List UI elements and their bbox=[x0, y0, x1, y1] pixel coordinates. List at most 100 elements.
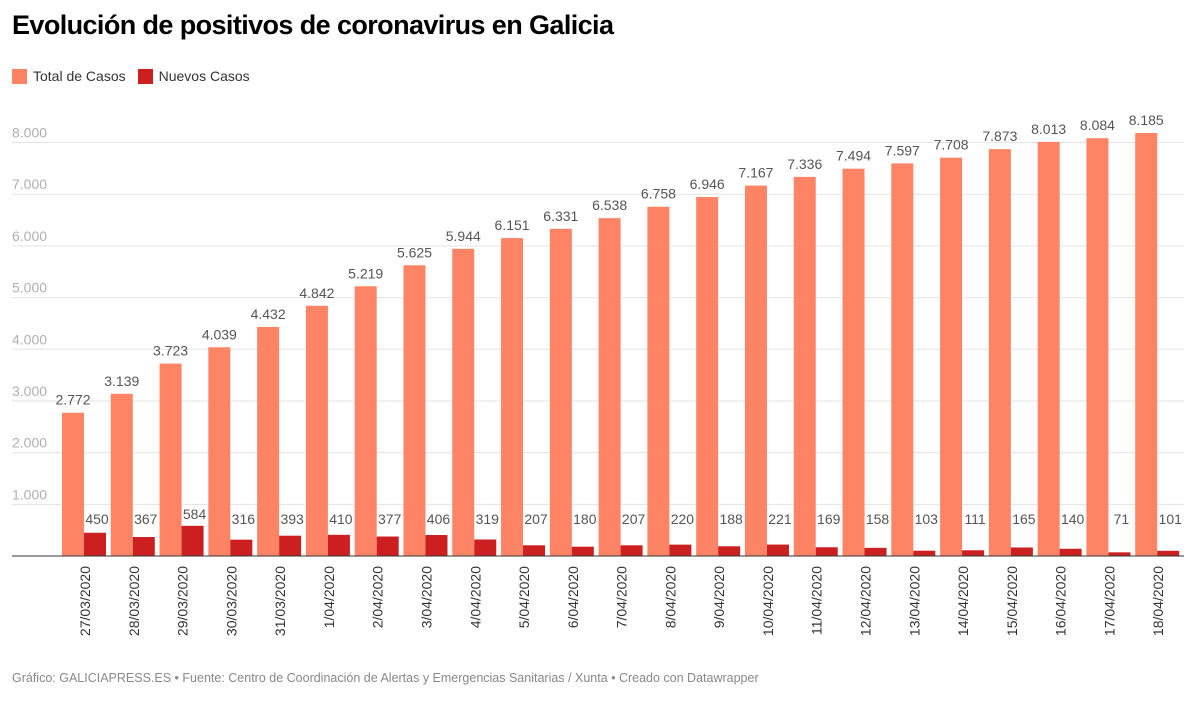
x-tick-label: 14/04/2020 bbox=[955, 566, 971, 636]
bar-total bbox=[62, 412, 84, 556]
y-tick-label: 4.000 bbox=[12, 331, 47, 347]
data-label-nuevos: 584 bbox=[183, 506, 207, 522]
data-label-total: 4.039 bbox=[202, 326, 237, 342]
data-label-total: 7.336 bbox=[787, 156, 822, 172]
bar-total bbox=[208, 347, 231, 556]
data-label-total: 6.151 bbox=[495, 217, 530, 233]
x-tick-label: 28/03/2020 bbox=[126, 566, 142, 636]
bar-nuevos bbox=[1157, 550, 1180, 556]
x-tick-label: 16/04/2020 bbox=[1053, 566, 1069, 636]
data-label-total: 5.625 bbox=[397, 244, 432, 260]
bar-nuevos bbox=[1059, 548, 1082, 556]
x-tick-label: 10/04/2020 bbox=[760, 566, 776, 636]
bar-nuevos bbox=[669, 544, 692, 556]
bar-total bbox=[549, 228, 572, 556]
data-label-nuevos: 207 bbox=[524, 511, 548, 527]
data-label-nuevos: 103 bbox=[915, 511, 939, 527]
data-label-total: 4.842 bbox=[299, 285, 334, 301]
data-label-total: 6.538 bbox=[592, 197, 627, 213]
data-label-total: 8.185 bbox=[1129, 112, 1164, 128]
data-label-nuevos: 169 bbox=[817, 511, 841, 527]
data-label-nuevos: 111 bbox=[964, 511, 985, 527]
data-label-nuevos: 158 bbox=[866, 511, 890, 527]
bar-total bbox=[1037, 141, 1060, 556]
x-tick-label: 5/04/2020 bbox=[516, 566, 532, 628]
x-tick-label: 6/04/2020 bbox=[565, 566, 581, 628]
legend-label-total: Total de Casos bbox=[33, 68, 126, 84]
y-tick-label: 1.000 bbox=[12, 486, 47, 502]
source-footer: Gráfico: GALICIAPRESS.ES • Fuente: Centr… bbox=[12, 671, 759, 685]
x-tick-label: 15/04/2020 bbox=[1004, 566, 1020, 636]
bar-total bbox=[354, 286, 377, 556]
bar-nuevos bbox=[766, 544, 789, 556]
legend-swatch-total bbox=[12, 68, 27, 84]
x-tick-label: 11/04/2020 bbox=[809, 566, 825, 635]
bar-total bbox=[647, 206, 670, 556]
bar-nuevos bbox=[571, 546, 594, 556]
bar-total bbox=[305, 305, 328, 556]
x-tick-label: 7/04/2020 bbox=[614, 566, 630, 628]
data-label-total: 7.708 bbox=[934, 137, 969, 153]
data-label-total: 7.494 bbox=[836, 148, 871, 164]
data-label-nuevos: 220 bbox=[671, 511, 695, 527]
bar-nuevos bbox=[1010, 547, 1033, 556]
x-tick-label: 13/04/2020 bbox=[906, 566, 922, 636]
data-label-nuevos: 140 bbox=[1061, 511, 1085, 527]
data-label-total: 2.772 bbox=[55, 392, 90, 408]
y-tick-label: 3.000 bbox=[12, 383, 47, 399]
data-label-nuevos: 180 bbox=[573, 511, 597, 527]
data-label-nuevos: 406 bbox=[427, 511, 451, 527]
bar-total bbox=[891, 163, 914, 556]
bar-nuevos bbox=[230, 539, 253, 556]
bar-total bbox=[988, 149, 1011, 556]
y-tick-label: 8.000 bbox=[12, 125, 47, 141]
bar-total bbox=[452, 248, 475, 556]
x-tick-label: 27/03/2020 bbox=[77, 566, 93, 636]
data-label-total: 8.013 bbox=[1031, 121, 1066, 137]
x-tick-label: 2/04/2020 bbox=[370, 566, 386, 628]
x-tick-label: 17/04/2020 bbox=[1101, 566, 1117, 636]
data-label-total: 4.432 bbox=[251, 306, 286, 322]
bar-total bbox=[1086, 138, 1109, 556]
data-label-nuevos: 207 bbox=[622, 511, 646, 527]
bar-total bbox=[598, 218, 621, 556]
bar-nuevos bbox=[620, 545, 643, 556]
x-tick-label: 18/04/2020 bbox=[1150, 566, 1166, 636]
data-label-total: 6.331 bbox=[543, 208, 578, 224]
bar-chart: 1.000 2.000 3.000 4.000 5.000 6.000 7.000 8.000… bbox=[12, 112, 1184, 636]
data-label-nuevos: 221 bbox=[768, 511, 792, 527]
bar-nuevos bbox=[84, 532, 106, 556]
bar-nuevos bbox=[376, 536, 399, 556]
legend: Total de Casos Nuevos Casos bbox=[12, 68, 262, 84]
data-label-nuevos: 450 bbox=[85, 511, 109, 527]
x-tick-label: 4/04/2020 bbox=[467, 566, 483, 628]
bar-nuevos bbox=[132, 537, 155, 556]
bar-nuevos bbox=[279, 535, 302, 556]
x-tick-label: 3/04/2020 bbox=[418, 566, 434, 628]
legend-label-nuevos: Nuevos Casos bbox=[158, 68, 250, 84]
bar-nuevos bbox=[327, 534, 350, 556]
bar-total bbox=[501, 238, 524, 556]
x-tick-label: 1/04/2020 bbox=[321, 566, 337, 628]
data-label-nuevos: 188 bbox=[719, 511, 743, 527]
bar-nuevos bbox=[815, 547, 838, 556]
legend-item-total: Total de Casos bbox=[12, 68, 126, 84]
x-tick-label: 31/03/2020 bbox=[272, 566, 288, 636]
y-tick-label: 7.000 bbox=[12, 176, 47, 192]
data-label-nuevos: 377 bbox=[378, 511, 402, 527]
bar-total bbox=[257, 326, 280, 556]
data-label-nuevos: 319 bbox=[476, 511, 500, 527]
data-label-total: 8.084 bbox=[1080, 117, 1115, 133]
bar-nuevos bbox=[523, 545, 546, 556]
x-tick-label: 29/03/2020 bbox=[175, 566, 191, 636]
data-label-total: 7.597 bbox=[885, 142, 920, 158]
bar-total bbox=[842, 168, 865, 556]
bar-nuevos bbox=[474, 539, 497, 556]
x-tick-label: 12/04/2020 bbox=[858, 566, 874, 636]
bar-nuevos bbox=[425, 535, 448, 556]
x-tick-label: 8/04/2020 bbox=[662, 566, 678, 628]
data-label-nuevos: 71 bbox=[1114, 511, 1130, 527]
data-label-total: 3.139 bbox=[104, 373, 139, 389]
bar-total bbox=[696, 197, 719, 556]
x-tick-label: 9/04/2020 bbox=[711, 566, 727, 628]
